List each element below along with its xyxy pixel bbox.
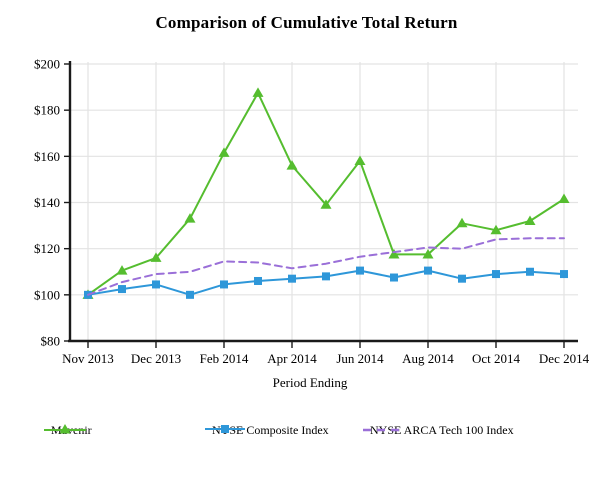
y-tick-label: $180 (34, 103, 60, 118)
data-point-marker (184, 213, 196, 223)
data-point-marker (526, 267, 534, 276)
x-tick-label: Nov 2013 (62, 351, 114, 366)
y-tick-label: $160 (34, 149, 60, 164)
x-tick-label: Feb 2014 (200, 351, 249, 366)
data-point-marker (288, 274, 296, 283)
data-point-marker (560, 270, 568, 279)
data-point-marker (286, 160, 298, 170)
y-tick-label: $140 (34, 195, 60, 210)
legend-item-nyse-arca: NYSE ARCA Tech 100 Index (363, 422, 514, 438)
data-point-marker (458, 274, 466, 283)
data-point-marker (186, 290, 194, 299)
data-point-marker (118, 285, 126, 294)
data-point-marker (252, 87, 264, 97)
data-point-marker (354, 155, 366, 165)
x-axis-title: Period Ending (272, 375, 348, 390)
data-point-marker (150, 252, 162, 262)
series-line-nyse-arca-tech-100-index (87, 237, 565, 296)
legend: Mavenir NYSE Composite Index NYSE ARCA T… (0, 422, 613, 444)
legend-item-mavenir: Mavenir (44, 422, 92, 438)
legend-item-nyse-composite: NYSE Composite Index (205, 422, 329, 438)
data-point-marker (422, 248, 434, 259)
data-point-marker (524, 215, 536, 225)
legend-label-nyse-arca: NYSE ARCA Tech 100 Index (370, 422, 514, 437)
mavenir-line-sample-icon (44, 424, 86, 434)
y-tick-label: $200 (34, 57, 60, 72)
x-tick-label: Aug 2014 (402, 351, 454, 366)
x-tick-label: Apr 2014 (267, 351, 317, 366)
x-tick-label: Dec 2013 (131, 351, 181, 366)
y-tick-label: $120 (34, 241, 60, 256)
data-point-marker (424, 266, 432, 275)
data-point-marker (490, 224, 502, 235)
x-tick-label: Dec 2014 (539, 351, 590, 366)
nyse-composite-line-sample-icon (205, 425, 245, 433)
x-tick-label: Jun 2014 (336, 351, 384, 366)
data-point-marker (558, 193, 570, 204)
y-tick-label: $100 (34, 287, 60, 302)
data-point-marker (220, 280, 228, 289)
data-point-marker (322, 272, 330, 281)
data-point-marker (254, 276, 262, 285)
data-point-marker (492, 270, 500, 279)
data-point-marker (116, 265, 128, 275)
legend-label-nyse-composite: NYSE Composite Index (212, 422, 329, 437)
y-tick-label: $80 (41, 334, 61, 349)
data-point-marker (320, 199, 332, 209)
chart-title: Comparison of Cumulative Total Return (155, 13, 458, 32)
data-point-marker (152, 280, 160, 289)
data-point-marker (390, 273, 398, 282)
data-point-marker (218, 147, 230, 157)
data-point-marker (356, 266, 364, 275)
nyse-arca-dashed-sample-icon (363, 428, 405, 432)
data-point-marker (456, 217, 468, 228)
data-point-marker (388, 248, 400, 259)
x-tick-label: Oct 2014 (472, 351, 521, 366)
